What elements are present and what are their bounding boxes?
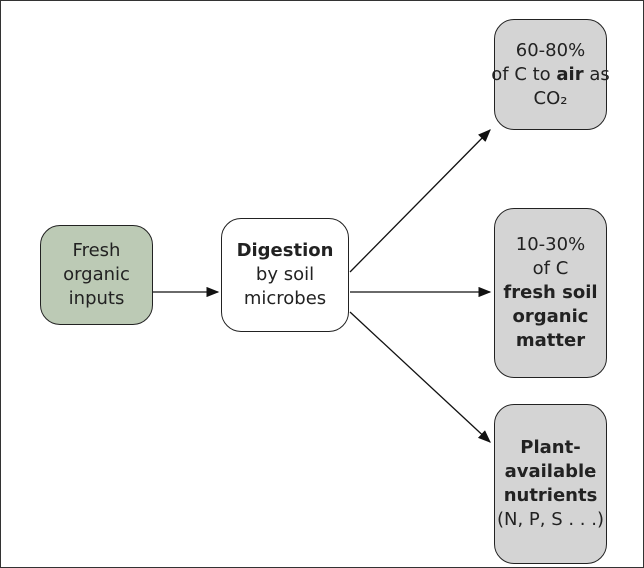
label: organic <box>512 306 589 327</box>
text-line: 60-80% <box>516 39 585 63</box>
label: nutrients <box>503 485 598 506</box>
text-line: organic <box>63 263 130 287</box>
label: 10-30% <box>515 234 586 255</box>
text-line: of C to air as <box>491 63 610 87</box>
node-box: 10-30% of C fresh soil organic matter <box>494 208 607 378</box>
node-box: Digestion by soil microbes <box>221 218 349 332</box>
label: of C to <box>491 63 557 85</box>
text-line: available <box>505 460 597 484</box>
text-line: matter <box>516 329 585 353</box>
text-line: (N, P, S . . .) <box>497 508 604 532</box>
label: Digestion <box>236 240 334 261</box>
text-line: 10-30% <box>516 233 585 257</box>
label: of C <box>532 258 569 279</box>
label: matter <box>515 330 586 351</box>
node-box: 60-80% of C to air as CO₂ <box>491 19 610 130</box>
text-line: Fresh <box>73 239 121 263</box>
text-line: by soil <box>256 263 314 287</box>
text-line: nutrients <box>504 484 598 508</box>
text-line: fresh soil <box>503 281 597 305</box>
label: as <box>583 63 610 85</box>
label: (N, P, S . . .) <box>496 509 604 530</box>
text-line: CO₂ <box>534 87 568 111</box>
label: air <box>556 63 584 85</box>
label: fresh soil <box>503 282 598 303</box>
arrow <box>349 129 491 273</box>
text-line: microbes <box>244 287 326 311</box>
label: 60-80% <box>515 39 586 61</box>
node-box: Plant-available nutrients (N, P, S . . .) <box>494 404 607 564</box>
text-line: Digestion <box>237 239 334 263</box>
label: Plant- <box>520 437 581 458</box>
label: available <box>504 461 597 482</box>
label: organic <box>63 264 130 285</box>
node-box: Fresh organic inputs <box>40 225 153 325</box>
text-line: inputs <box>69 287 125 311</box>
text-line: Plant- <box>520 436 580 460</box>
text-line: organic <box>513 305 589 329</box>
label: microbes <box>243 288 327 309</box>
arrow <box>349 311 491 443</box>
label: CO₂ <box>533 87 568 109</box>
label: inputs <box>68 288 125 309</box>
label: by soil <box>255 264 315 285</box>
text-line: of C <box>533 257 569 281</box>
label: Fresh <box>72 240 121 261</box>
